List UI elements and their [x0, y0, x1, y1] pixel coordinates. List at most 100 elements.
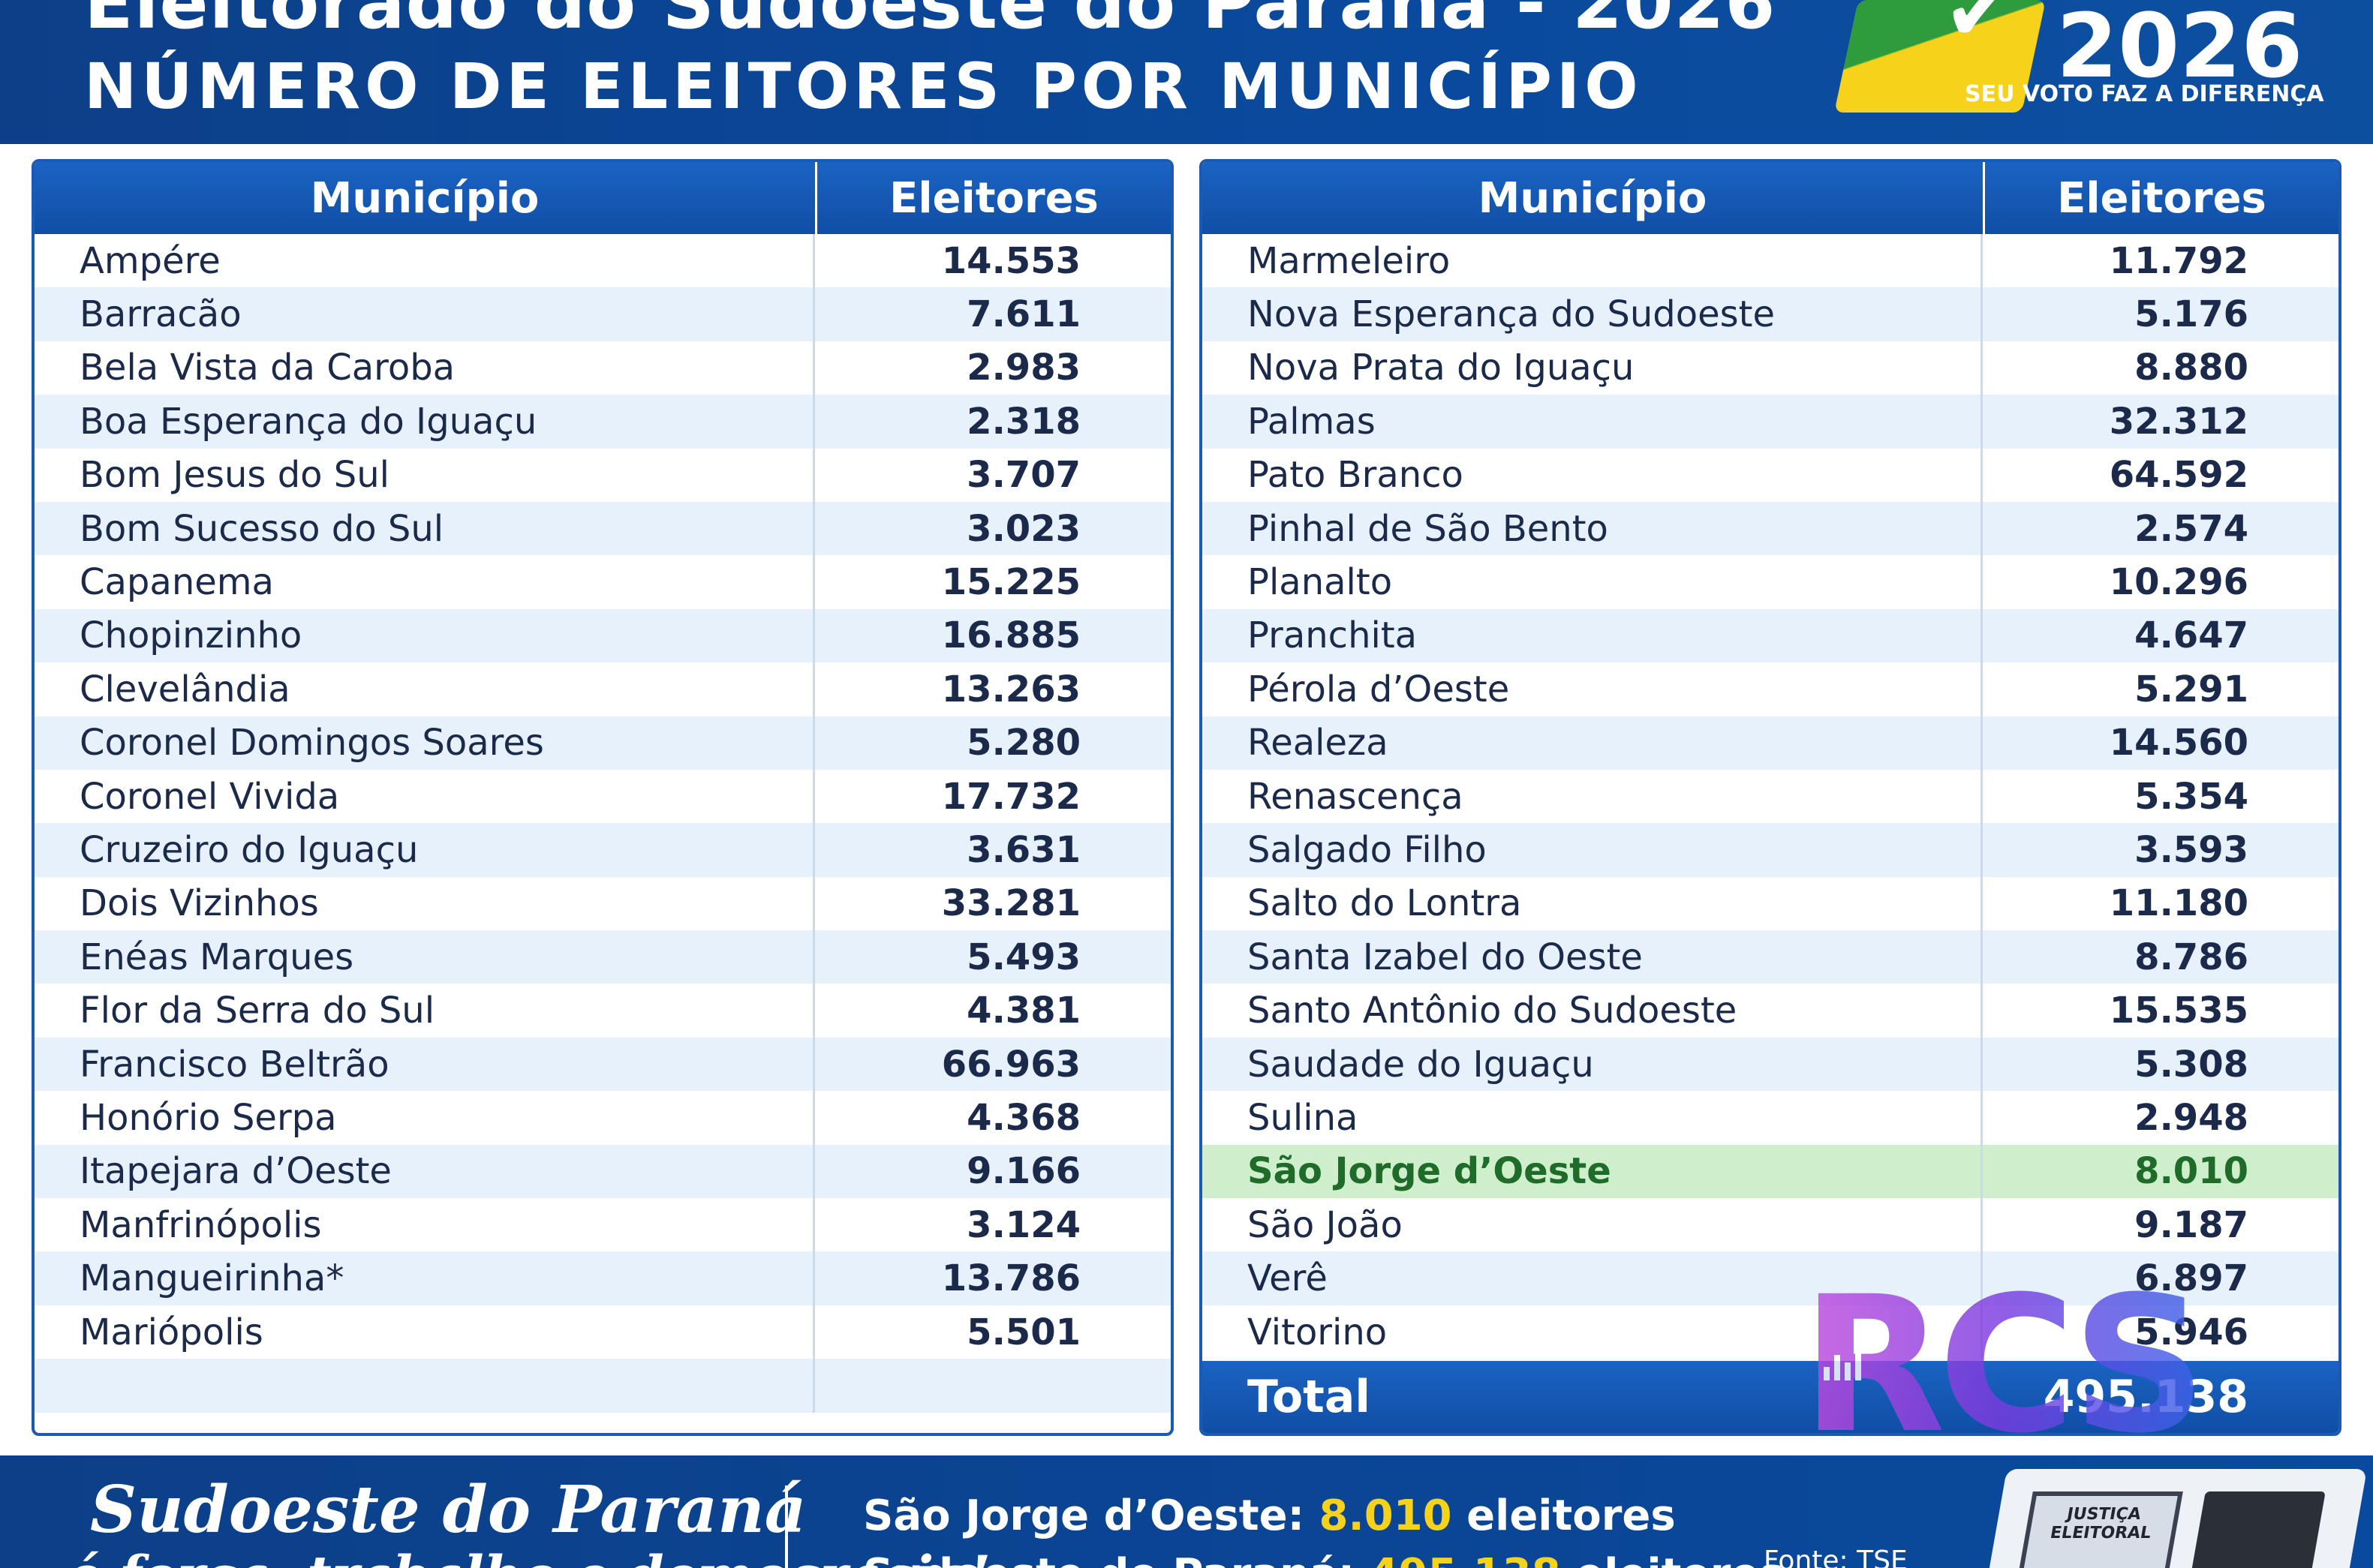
cell-municipio: Pérola d’Oeste — [1202, 662, 1983, 716]
table-row: Honório Serpa 4.368 — [35, 1091, 1171, 1145]
cell-municipio: Capanema — [35, 555, 815, 609]
cell-eleitores: 5.308 — [2134, 1043, 2248, 1086]
cell-municipio: Santo Antônio do Sudoeste — [1202, 984, 1983, 1038]
cell-eleitores: 3.023 — [967, 507, 1081, 550]
cell-eleitores: 5.354 — [2134, 775, 2248, 818]
table-row: Ampére 14.553 — [35, 234, 1171, 288]
cell-municipio: Vitorino — [1202, 1305, 1983, 1359]
election-badge: ✔ 2026 SEU VOTO FAZ A DIFERENÇA — [1831, 0, 2373, 144]
footer-stat-suffix: eleitores — [1561, 1550, 1785, 1568]
table-row: Pinhal de São Bento 2.574 — [1202, 501, 2338, 556]
table-row: Boa Esperança do Iguaçu 2.318 — [35, 395, 1171, 449]
cell-eleitores: 66.963 — [941, 1043, 1081, 1086]
cell-municipio: Salto do Lontra — [1202, 876, 1983, 931]
cell-municipio: Realeza — [1202, 716, 1983, 770]
footer-stat-label: São Jorge d’Oeste: — [863, 1491, 1319, 1540]
cell-municipio: Manfrinópolis — [35, 1198, 815, 1252]
cell-municipio: Barracão — [35, 287, 815, 341]
cell-eleitores: 2.318 — [967, 400, 1081, 443]
cell-municipio: Honório Serpa — [35, 1091, 815, 1145]
table-row: Marmeleiro 11.792 — [1202, 234, 2338, 288]
cell-municipio: Planalto — [1202, 555, 1983, 609]
cell-eleitores: 5.291 — [2134, 668, 2248, 710]
watermark-text: RCS — [1801, 1256, 2207, 1474]
cell-eleitores — [815, 1359, 1171, 1412]
table-row: Santo Antônio do Sudoeste 15.535 — [1202, 984, 2338, 1038]
cell-municipio: Sulina — [1202, 1091, 1983, 1145]
cell-municipio: São Jorge d’Oeste — [1202, 1144, 1983, 1199]
table-row: Bom Sucesso do Sul 3.023 — [35, 501, 1171, 556]
cell-municipio: Chopinzinho — [35, 608, 815, 663]
cell-municipio: Boa Esperança do Iguaçu — [35, 395, 815, 449]
table-row: Chopinzinho 16.885 — [35, 608, 1171, 663]
table-row: Francisco Beltrão 66.963 — [35, 1037, 1171, 1092]
cell-municipio: Mariópolis — [35, 1305, 815, 1359]
table-row: Mariópolis 5.501 — [35, 1305, 1171, 1359]
table-body: Marmeleiro 11.792 Nova Esperança do Sudoes… — [1202, 234, 2338, 1359]
table-row: Nova Prata do Iguaçu 8.880 — [1202, 341, 2338, 395]
cell-eleitores: 8.880 — [2134, 347, 2248, 389]
table-row: Bom Jesus do Sul 3.707 — [35, 448, 1171, 502]
cell-municipio: Palmas — [1202, 395, 1983, 449]
footer-stat-value: 495.138 — [1370, 1550, 1561, 1568]
cell-eleitores: 11.180 — [2109, 882, 2248, 925]
footer-sudoeste-stat: Sudoeste do Paraná: 495.138 eleitores — [863, 1550, 1785, 1568]
table-row: Santa Izabel do Oeste 8.786 — [1202, 930, 2338, 984]
cell-municipio: Ampére — [35, 234, 815, 288]
table-row: Planalto 10.296 — [1202, 555, 2338, 609]
urn-keypad-icon — [2191, 1491, 2326, 1568]
cell-eleitores: 13.263 — [941, 668, 1081, 710]
cell-eleitores: 6.897 — [2134, 1257, 2248, 1300]
audio-wave-icon — [1824, 1350, 1869, 1380]
table-row: Coronel Vivida 17.732 — [35, 769, 1171, 824]
cell-municipio: Bom Sucesso do Sul — [35, 501, 815, 556]
cell-eleitores: 10.296 — [2109, 561, 2248, 604]
cell-eleitores: 2.948 — [2134, 1096, 2248, 1139]
cell-municipio: Bela Vista da Caroba — [35, 341, 815, 395]
cell-municipio: Enéas Marques — [35, 930, 815, 984]
cell-eleitores: 3.593 — [2134, 828, 2248, 871]
cell-eleitores: 3.707 — [967, 454, 1081, 497]
footer-stat-label: Sudoeste do Paraná: — [863, 1550, 1370, 1568]
cell-municipio: Pranchita — [1202, 608, 1983, 663]
cell-eleitores: 8.010 — [2134, 1150, 2248, 1193]
table-row: Pranchita 4.647 — [1202, 608, 2338, 663]
badge-year: 2026 — [2056, 0, 2303, 98]
cell-municipio: Verê — [1202, 1251, 1983, 1305]
cell-eleitores: 5.176 — [2134, 293, 2248, 336]
table-row: Barracão 7.611 — [35, 287, 1171, 341]
cell-municipio: Saudade do Iguaçu — [1202, 1037, 1983, 1092]
footer-sao-jorge-stat: São Jorge d’Oeste: 8.010 eleitores — [863, 1491, 1676, 1540]
cell-eleitores: 13.786 — [941, 1257, 1081, 1300]
table-row: Pato Branco 64.592 — [1202, 448, 2338, 502]
footer-slogan-title: Sudoeste do Paraná — [90, 1472, 807, 1548]
cell-municipio: Bom Jesus do Sul — [35, 448, 815, 502]
cell-eleitores: 5.280 — [967, 722, 1081, 764]
cell-municipio: Francisco Beltrão — [35, 1037, 815, 1092]
column-header-municipio: Município — [35, 162, 817, 234]
cell-municipio: Pinhal de São Bento — [1202, 501, 1983, 556]
table-row: Cruzeiro do Iguaçu 3.631 — [35, 823, 1171, 877]
table-right: Município Eleitores Marmeleiro 11.792 Nova… — [1199, 159, 2341, 1436]
cell-eleitores: 4.381 — [967, 990, 1081, 1032]
ballot-machine-icon: JUSTIÇA ELEITORAL — [1985, 1469, 2368, 1568]
table-row: Saudade do Iguaçu 5.308 — [1202, 1037, 2338, 1092]
cell-eleitores: 11.792 — [2109, 239, 2248, 282]
cell-eleitores: 7.611 — [967, 293, 1081, 336]
table-row: Palmas 32.312 — [1202, 395, 2338, 449]
table-row: Salto do Lontra 11.180 — [1202, 876, 2338, 931]
cell-municipio: Cruzeiro do Iguaçu — [35, 823, 815, 877]
table-row: Sulina 2.948 — [1202, 1091, 2338, 1145]
table-row: Bela Vista da Caroba 2.983 — [35, 341, 1171, 395]
cell-municipio: Santa Izabel do Oeste — [1202, 930, 1983, 984]
table-row: Renascença 5.354 — [1202, 769, 2338, 824]
cell-eleitores: 2.574 — [2134, 507, 2248, 550]
urn-screen: JUSTIÇA ELEITORAL — [2018, 1491, 2183, 1568]
cell-eleitores: 14.560 — [2109, 722, 2248, 764]
column-header-eleitores: Eleitores — [889, 173, 1099, 223]
table-left: Município Eleitores Ampére 14.553 Barracão… — [32, 159, 1174, 1436]
header-banner: Eleitorado do Sudoeste do Paraná - 2026 … — [0, 0, 2373, 144]
cell-eleitores: 32.312 — [2109, 400, 2248, 443]
total-value: 495.138 — [1983, 1361, 2338, 1433]
cell-eleitores: 64.592 — [2109, 454, 2248, 497]
